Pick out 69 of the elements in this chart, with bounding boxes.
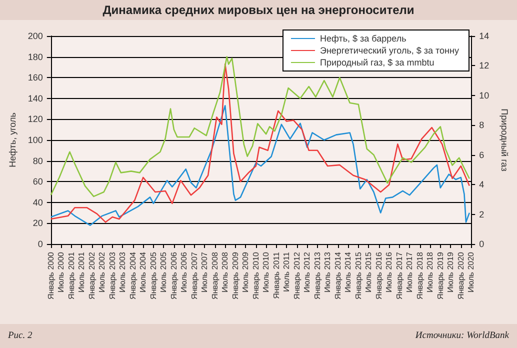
x-tick-label: Январь 2019 [436,251,445,300]
y-tick-label: 140 [28,93,43,104]
x-tick-label: Июль 2009 [241,251,250,292]
x-tick-label: Январь 2001 [66,251,76,300]
chart-title: Динамика средних мировых цен на энергоносители [0,0,517,20]
x-tick-label: Январь 2009 [230,251,240,300]
x-tick-label: Январь 2016 [374,251,384,300]
x-tick-label: Январь 2000 [46,251,56,300]
x-tick-label: Июль 2010 [262,251,271,292]
x-tick-label: Январь 2015 [354,251,363,300]
text: Источники: WorldBank [415,330,509,343]
x-tick-label: Январь 2008 [210,251,220,300]
x-tick-label: Январь 2006 [169,251,178,300]
x-tick-label: Январь 2017 [394,251,404,300]
x-tick-label: Июль 2016 [384,251,394,292]
y-axis-title: Нефть, уголь [8,112,18,168]
x-tick-label: Январь 2003 [108,251,117,300]
x-tick-label: Июль 2007 [200,251,210,292]
y-tick-label: 200 [28,31,43,41]
x-tick-label: Июль 2012 [302,251,312,292]
x-tick-label: Июль 2008 [220,251,230,292]
y2-tick-label: 10 [479,90,490,100]
x-tick-label: Июль 2018 [426,251,435,292]
x-tick-label: Июль 2005 [159,251,168,292]
x-tick-label: Июль 2015 [364,251,374,292]
y-tick-label: 20 [32,218,43,228]
x-tick-label: Январь 2010 [251,251,260,300]
x-tick-label: Январь 2013 [312,251,322,300]
y-tick-label: 40 [32,197,43,208]
y2-tick-label: 2 [479,209,484,220]
text: Рис. 2 [8,330,32,343]
x-tick-label: Июль 2017 [405,251,414,292]
x-tick-label: Июль 2001 [77,251,86,292]
y-tick-label: 60 [32,176,43,187]
y-tick-label: 160 [28,72,43,83]
x-tick-label: Январь 2012 [292,251,302,300]
x-tick-label: Июль 2011 [282,251,292,292]
x-tick-label: Июль 2013 [323,251,332,292]
x-tick-label: Январь 2011 [272,251,281,299]
x-tick-label: Январь 2007 [190,251,199,300]
x-tick-label: Январь 2002 [87,251,96,300]
y-tick-label: 100 [28,135,43,145]
x-tick-label: Июль 2019 [446,251,456,292]
x-tick-label: Январь 2020 [456,251,466,300]
y2-tick-label: 0 [479,239,484,249]
x-tick-label: Июль 2002 [98,251,107,292]
legend-label: Энергетический уголь, $ за тонну [320,46,460,56]
x-tick-label: Январь 2018 [415,251,424,300]
x-tick-label: Июль 2006 [180,251,189,292]
legend-label: Нефть, $ за баррель [320,34,407,44]
y2-tick-label: 8 [479,120,484,130]
y-tick-label: 0 [38,239,43,249]
y-tick-label: 80 [32,156,43,166]
legend-label: Природный газ, $ за mmbtu [320,58,434,68]
x-tick-label: Январь 2004 [128,251,138,300]
y2-tick-label: 12 [479,60,490,71]
y-tick-label: 180 [28,52,43,62]
x-tick-label: Июль 2000 [56,251,66,292]
y2-tick-label: 14 [479,31,490,41]
y2-tick-label: 6 [479,150,484,160]
x-tick-label: Июль 2014 [344,251,353,292]
y2-axis-title: Природный газ [500,108,510,172]
x-tick-label: Июль 2003 [118,251,128,292]
x-tick-label: Июль 2020 [466,251,476,292]
y2-tick-label: 4 [479,180,484,190]
x-tick-label: Июль 2004 [138,251,148,292]
x-tick-label: Январь 2014 [333,251,342,300]
x-tick-label: Январь 2005 [148,251,158,300]
y-tick-label: 120 [28,114,43,124]
